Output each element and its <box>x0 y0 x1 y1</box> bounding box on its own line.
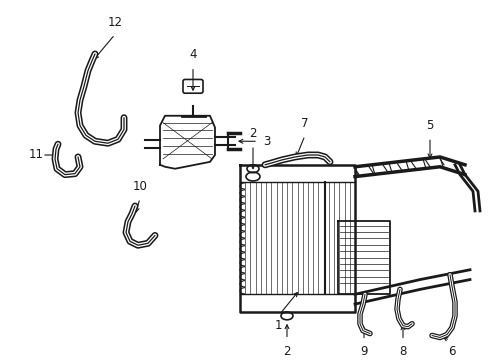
Text: 7: 7 <box>301 117 308 130</box>
Text: 6: 6 <box>447 345 455 358</box>
Text: 3: 3 <box>263 135 270 148</box>
Text: 11: 11 <box>28 148 43 162</box>
Text: 9: 9 <box>360 345 367 358</box>
Text: 5: 5 <box>426 120 433 132</box>
Text: 2: 2 <box>249 127 256 140</box>
Text: 2: 2 <box>283 345 290 358</box>
Text: 1: 1 <box>274 319 281 332</box>
Text: 8: 8 <box>399 345 406 358</box>
Text: 12: 12 <box>107 17 122 30</box>
Text: 4: 4 <box>189 48 196 61</box>
Text: 10: 10 <box>132 180 147 193</box>
